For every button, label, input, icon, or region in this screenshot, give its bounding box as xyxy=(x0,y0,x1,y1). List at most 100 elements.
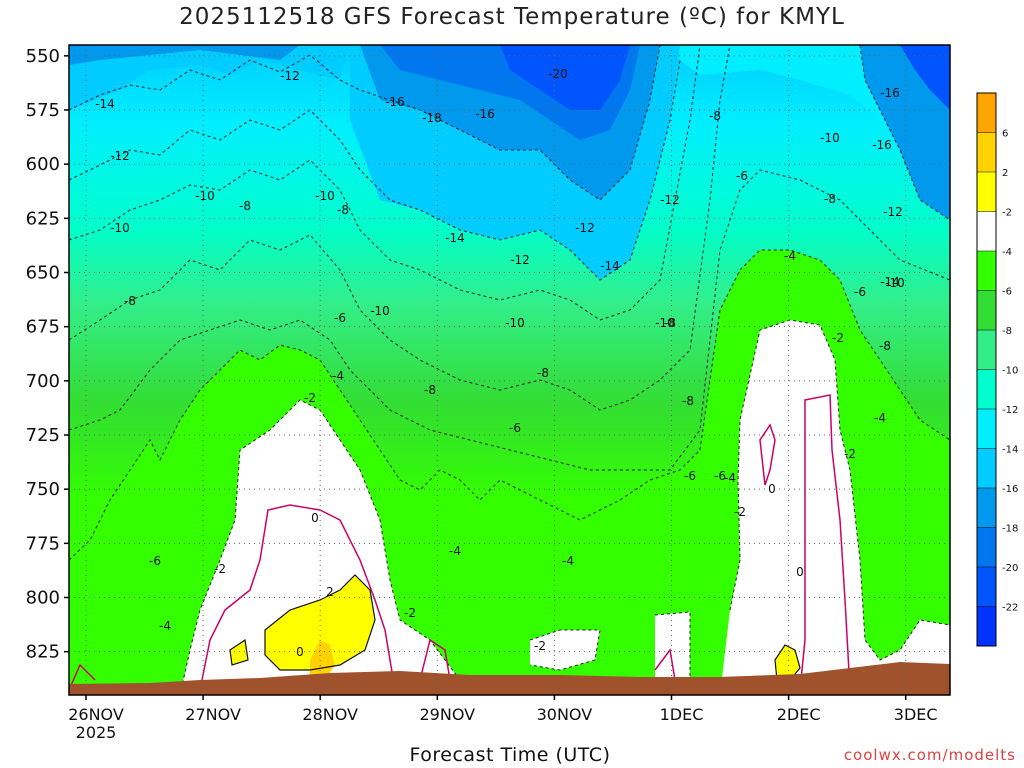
contour-label: -16 xyxy=(872,138,892,152)
colorbar-label: -6 xyxy=(1002,287,1012,298)
colorbar-swatch xyxy=(977,93,996,133)
y-tick-label: 825 xyxy=(26,642,60,663)
credit-link[interactable]: coolwx.com/modelts xyxy=(843,746,1016,764)
contour-label: -4 xyxy=(159,619,171,633)
warm-patch-2dec xyxy=(775,645,800,680)
warm-patch-27nov xyxy=(230,640,248,665)
colorbar-label: -18 xyxy=(1002,524,1018,535)
y-tick-label: 800 xyxy=(26,588,60,609)
y-tick-label: 600 xyxy=(26,154,60,175)
contour-label: -12 xyxy=(110,149,130,163)
y-tick-label: 725 xyxy=(26,425,60,446)
contour-label: -6 xyxy=(854,285,866,299)
contour-label: -10 xyxy=(820,131,840,145)
colorbar-swatch xyxy=(977,527,996,568)
band-minus-14-west xyxy=(69,45,350,110)
contour-label: -18 xyxy=(422,111,442,125)
colorbar-label: -2 xyxy=(1002,208,1012,219)
contour-label: -6 xyxy=(684,469,696,483)
x-tick-label: 30NOV xyxy=(537,705,593,724)
contour-label: -8 xyxy=(239,199,251,213)
colorbar-swatch xyxy=(977,369,996,410)
contour-label: -2 xyxy=(844,447,856,461)
colorbar-swatch xyxy=(977,448,996,489)
contour-label: -4 xyxy=(874,411,886,425)
x-tick-label: 29NOV xyxy=(420,705,476,724)
band-minus-16-east xyxy=(860,45,950,220)
colorbar-swatch xyxy=(977,132,996,173)
contour-label: -8 xyxy=(709,109,721,123)
warm-region-28nov xyxy=(180,400,470,695)
colorbar-label: -10 xyxy=(1002,366,1018,377)
contour-label: 0 xyxy=(768,482,776,496)
contour-label: -4 xyxy=(784,249,796,263)
contour-label: -10 xyxy=(505,316,525,330)
ground-terrain xyxy=(69,662,950,695)
warm-region-2dec xyxy=(720,320,950,695)
contour-label: -10 xyxy=(655,316,675,330)
contour-label: -6 xyxy=(149,554,161,568)
warm-patch-1dec xyxy=(655,612,690,680)
contour-label: -6 xyxy=(736,169,748,183)
y-tick-label: 550 xyxy=(26,46,60,67)
colorbar-swatch xyxy=(977,251,996,291)
y-tick-label: 750 xyxy=(26,479,60,500)
grid-lines xyxy=(69,45,950,695)
contour-label: -8 xyxy=(664,316,676,330)
contour-label: -10 xyxy=(315,189,335,203)
band-minus-16-west xyxy=(69,45,300,65)
colorbar-swatch xyxy=(977,211,996,252)
colorbar-label: 2 xyxy=(1002,168,1008,179)
colorbar-label: 6 xyxy=(1002,129,1008,140)
contour-label: -8 xyxy=(124,294,136,308)
y-tick-label: 675 xyxy=(26,317,60,338)
contour-label: -10 xyxy=(110,221,130,235)
y-axis: 550 575 600 625 650 675 700 725 750 775 800 825 xyxy=(26,46,69,663)
colorbar-label: -12 xyxy=(1002,405,1018,416)
y-tick-label: 775 xyxy=(26,533,60,554)
freezing-contours xyxy=(69,394,851,691)
contour-label: 0 xyxy=(296,645,304,659)
contour-label: -14 xyxy=(445,231,465,245)
contour-label: -4 xyxy=(562,554,574,568)
chart-title: 2025112518 GFS Forecast Temperature (ºC)… xyxy=(179,4,845,30)
colorbar-swatch xyxy=(977,488,996,528)
contour-label: -16 xyxy=(385,95,405,109)
x-tick-label: 3DEC xyxy=(894,705,938,724)
warm-region-plus-2 xyxy=(265,575,375,670)
contour-label: -10 xyxy=(195,189,215,203)
y-tick-label: 625 xyxy=(26,208,60,229)
contour-label: -12 xyxy=(280,69,300,83)
contour-label: -4 xyxy=(724,471,736,485)
colorbar-label: -8 xyxy=(1002,326,1012,337)
colorbar-label: -22 xyxy=(1002,603,1018,614)
colorbar-swatch xyxy=(977,330,996,370)
x-tick-label: 27NOV xyxy=(185,705,241,724)
contour-label: -2 xyxy=(304,391,316,405)
x-tick-label: 26NOV xyxy=(68,705,124,724)
contour-label: -8 xyxy=(879,339,891,353)
band-minus-20-east xyxy=(900,45,950,110)
contour-label: -8 xyxy=(824,192,836,206)
contour-label: 0 xyxy=(796,565,804,579)
colorbar-label: -16 xyxy=(1002,484,1018,495)
y-tick-label: 575 xyxy=(26,100,60,121)
colorbar-label: -4 xyxy=(1002,247,1012,258)
contour-label: -12 xyxy=(660,193,680,207)
contour-label: -12 xyxy=(883,205,903,219)
x-axis: 26NOV 27NOV 28NOV 29NOV 30NOV 1DEC 2DEC 3DEC 202… xyxy=(68,695,938,742)
contour-label: -16 xyxy=(475,107,495,121)
x-tick-label: 2DEC xyxy=(777,705,821,724)
colorbar-swatch xyxy=(977,606,996,647)
colorbar-label: -14 xyxy=(1002,445,1018,456)
plot-frame xyxy=(68,44,951,696)
contour-label: -2 xyxy=(534,639,546,653)
contour-labels: -14-12-16-18 -16-20-16-8-10-14-12-10-8-10… xyxy=(95,67,905,659)
y-tick-label: 650 xyxy=(26,263,60,284)
band-minus-20-center xyxy=(500,45,630,110)
x-tick-label: 1DEC xyxy=(660,705,704,724)
colorbar-label: -20 xyxy=(1002,563,1018,574)
contour-label: -2 xyxy=(832,331,844,345)
contour-label: -6 xyxy=(509,421,521,435)
